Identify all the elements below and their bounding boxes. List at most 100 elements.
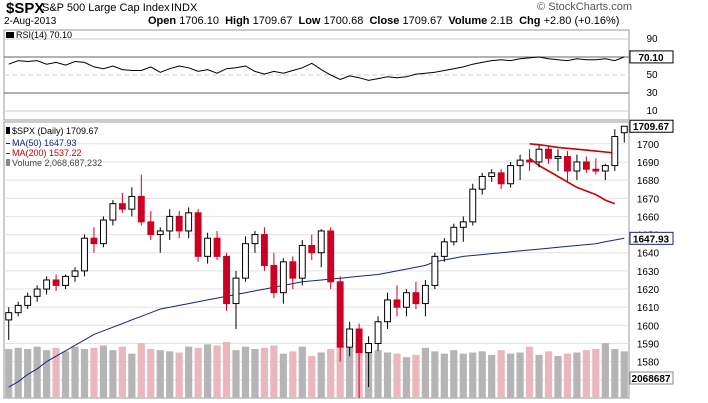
rsi-tick-label: 50: [646, 70, 658, 81]
candle-body: [223, 255, 230, 305]
volume-bar: [156, 350, 164, 398]
candle-body: [317, 230, 325, 254]
ma50-last-callout-box: [629, 231, 674, 245]
candle-body: [516, 159, 524, 167]
candle-body: [355, 328, 363, 354]
volume-bar: [459, 353, 467, 398]
volume-bar: [43, 350, 51, 398]
candle-body: [5, 312, 13, 321]
rsi-last-callout-box: [629, 50, 674, 64]
ma50-legend: MA(50) 1647.93: [6, 138, 77, 148]
candle-body: [601, 165, 609, 172]
candle-body: [251, 234, 259, 245]
volume-bar: [478, 351, 486, 398]
candle-body: [137, 195, 145, 223]
rsi-last-callout: 70.10: [638, 53, 663, 64]
rsi-grid: [3, 29, 630, 121]
volume-bar: [412, 354, 420, 398]
price-tick-label: 1610: [637, 303, 660, 314]
volume-last-callout: 2068687: [632, 374, 671, 385]
high-value: 1709.67: [252, 15, 293, 27]
candle-body: [346, 328, 354, 348]
candle-body: [52, 279, 60, 286]
copyright[interactable]: © StockCharts.com: [537, 1, 632, 13]
volume-bar: [563, 353, 572, 398]
volume-bar: [535, 354, 543, 398]
price-tick-label: 1580: [637, 358, 660, 369]
candle-body: [204, 237, 212, 257]
ma200-legend-text: MA(200) 1537.22: [12, 148, 82, 158]
price-axis: 1570158015901600161016201630164016501660…: [637, 140, 660, 387]
volume-label: Volume: [448, 15, 488, 27]
ma200-lower-line: [529, 157, 616, 205]
candle-body: [213, 237, 221, 257]
volume-bar: [99, 345, 108, 398]
volume-bar: [582, 350, 590, 398]
volume-bar: [488, 354, 496, 398]
candle-body: [81, 237, 88, 272]
candle-body: [109, 203, 117, 221]
rsi-legend-text: RSI(14) 70.10: [16, 30, 73, 40]
chg-value: +2.80 (+0.16%): [543, 15, 620, 27]
price-grid: [3, 121, 630, 399]
candle-body: [440, 241, 448, 257]
volume-bar: [336, 342, 344, 398]
volume-bar: [279, 353, 287, 398]
volume-value: 2.1B: [490, 15, 513, 27]
candle-body: [478, 175, 486, 190]
volume-last-callout-box: [629, 371, 674, 385]
low-label: Low: [298, 15, 321, 27]
volume-bar: [554, 356, 562, 398]
price-tick-label: 1700: [637, 140, 660, 151]
exchange: INDX: [171, 2, 198, 14]
quote-line: Open 1706.10 High 1709.67 Low 1700.68 Cl…: [148, 15, 619, 27]
volume-bar: [232, 350, 240, 398]
candle-body: [14, 304, 22, 314]
volume-legend-text: Volume 2,068,687,232: [12, 158, 103, 168]
rsi-axis: 1030507090: [646, 34, 658, 117]
candle-body: [308, 244, 316, 254]
candle-body: [232, 277, 240, 305]
candle-body: [620, 125, 628, 134]
candle-body: [611, 136, 619, 167]
candle-body: [421, 284, 429, 305]
volume-bar: [185, 346, 193, 398]
volume-bar: [80, 349, 89, 398]
candle-body: [526, 159, 534, 163]
volume-bar: [573, 352, 581, 398]
price-tick-label: 1670: [637, 194, 660, 205]
last-price-callout: 1709.67: [633, 122, 670, 133]
symbol: $SPX: [6, 0, 45, 17]
volume-bar: [317, 352, 325, 398]
candle-body: [403, 292, 410, 308]
volume-bar: [298, 346, 306, 398]
price-tick-label: 1680: [637, 176, 660, 187]
volume-bar: [270, 345, 278, 398]
close-value: 1709.67: [402, 15, 443, 27]
candle-body: [545, 148, 552, 159]
price-panel-frame: [3, 121, 630, 399]
volume-bar: [90, 347, 98, 398]
volume-bar: [374, 350, 382, 398]
rsi-tick-label: 90: [646, 34, 658, 45]
volume-bar: [24, 349, 32, 398]
volume-bar: [601, 343, 609, 398]
volume-series: [5, 342, 628, 398]
volume-bar: [525, 346, 534, 398]
candle-body: [384, 299, 391, 323]
volume-bar: [33, 346, 41, 398]
volume-bar: [14, 347, 22, 398]
candle-body: [166, 215, 174, 232]
candle-body: [185, 212, 193, 232]
candle-body: [450, 226, 458, 243]
candle-body: [488, 172, 496, 177]
volume-legend: Volume 2,068,687,232: [6, 158, 102, 168]
volume-bar: [166, 351, 174, 398]
candle-body: [90, 237, 98, 245]
candle-body: [147, 221, 155, 236]
volume-bar: [402, 357, 411, 398]
volume-bar: [222, 342, 231, 398]
candle-body: [535, 148, 543, 163]
candle-body: [71, 270, 79, 277]
candle-body: [582, 161, 590, 170]
